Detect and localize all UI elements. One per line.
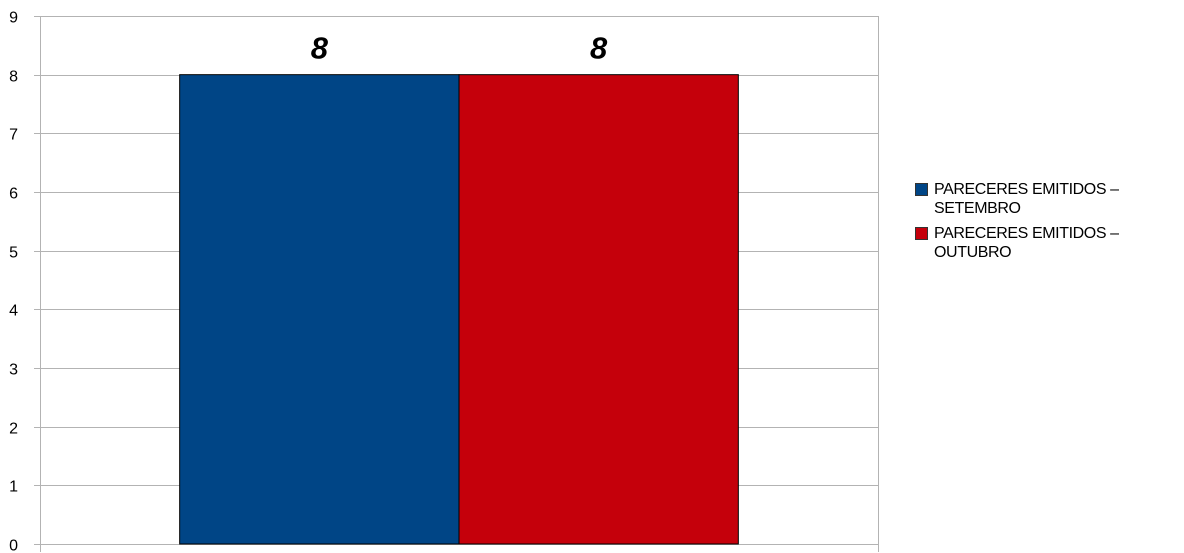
y-tick-label: 3	[9, 362, 18, 379]
y-tick-label: 1	[9, 479, 18, 496]
bars	[179, 74, 739, 545]
bar-outubro	[458, 74, 739, 545]
data-label-setembro: 8	[311, 31, 329, 66]
legend: PARECERES EMITIDOS – SETEMBRO PARECERES …	[915, 180, 1180, 268]
legend-item-setembro: PARECERES EMITIDOS – SETEMBRO	[915, 180, 1180, 218]
y-tick-label: 4	[9, 303, 18, 320]
y-tick-label: 7	[9, 127, 18, 144]
y-tick-label: 5	[9, 245, 18, 262]
y-tick-labels: 0 1 2 3 4 5 6 7 8 9	[9, 10, 18, 553]
legend-label-setembro: PARECERES EMITIDOS – SETEMBRO	[934, 181, 1119, 217]
y-tick-label: 9	[9, 10, 18, 27]
bar-setembro	[179, 74, 460, 545]
axes	[34, 16, 879, 552]
legend-label-outubro: PARECERES EMITIDOS – OUTUBRO	[934, 225, 1119, 261]
y-tick-label: 0	[9, 538, 18, 553]
y-tick-label: 2	[9, 421, 18, 438]
legend-item-outubro: PARECERES EMITIDOS – OUTUBRO	[915, 224, 1180, 262]
data-label-outubro: 8	[590, 31, 608, 66]
legend-swatch-setembro	[915, 183, 928, 196]
y-tick-label: 8	[9, 69, 18, 86]
legend-swatch-outubro	[915, 227, 928, 240]
y-tick-label: 6	[9, 186, 18, 203]
